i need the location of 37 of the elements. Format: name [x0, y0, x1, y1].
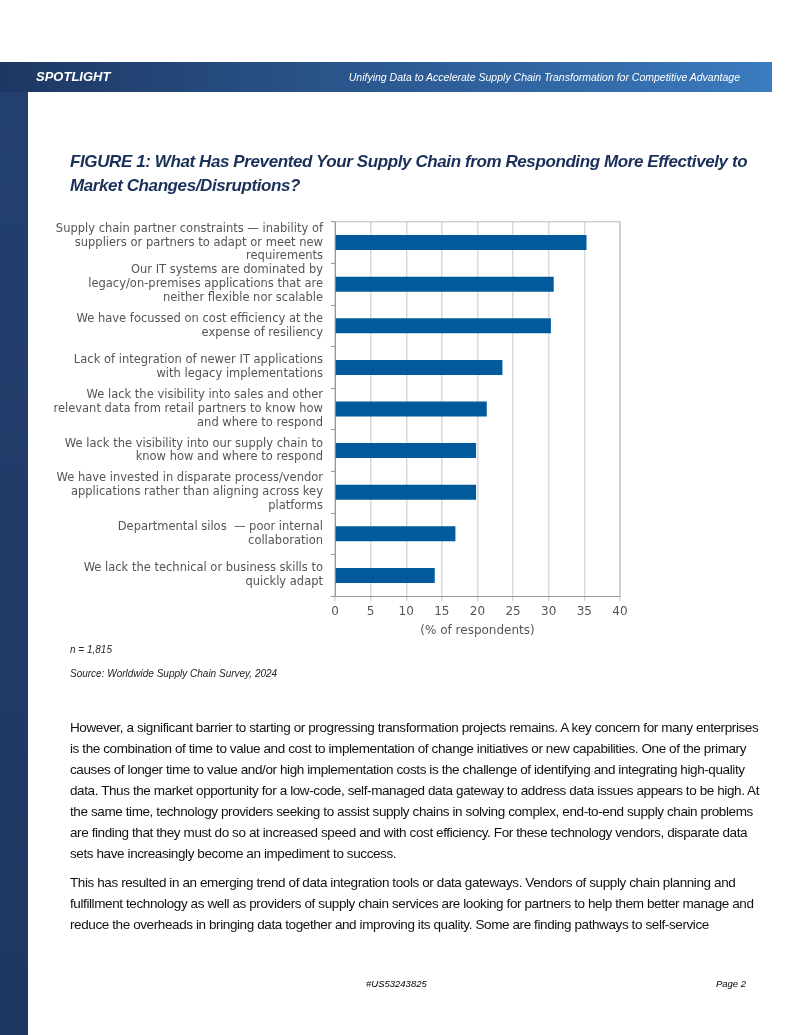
bar	[335, 359, 503, 375]
x-tick-label: 30	[541, 603, 557, 618]
y-tick-label: We have focussed on cost efficiency at the expense of resiliency	[76, 310, 324, 339]
bar	[335, 567, 435, 583]
text: Unifying Data to Accelerate Supply Chain Transformation for Competitive Advantage	[348, 71, 740, 83]
x-tick-label: 20	[469, 603, 486, 618]
source-note: Source: Worldwide Supply Chain Survey, 2024	[70, 668, 278, 679]
x-tick-label: 5	[366, 603, 375, 618]
text: SPOTLIGHT	[36, 69, 111, 84]
y-tick-label: Lack of integration of newer IT applications with legacy implementations	[73, 352, 323, 381]
y-tick-label: We have invested in disparate process/vendor applications rather than aligning across key platforms	[56, 470, 324, 512]
text: This has resulted in an emerging trend of data integration tools or data gateways. Vendors of supply chain planning and fulfillment technology as well as providers of supply chain services are looking for partners to help them better manage and reduce the overheads in bringing data together and improving its quality. Some are finding pathways to self-service	[70, 874, 755, 934]
x-tick-label: 35	[576, 603, 593, 618]
x-tick-label: 10	[398, 603, 414, 618]
y-tick-label: We lack the technical or business skills to quickly adapt	[83, 560, 324, 589]
y-tick-label: Departmental silos — poor internal collaboration	[117, 518, 323, 547]
bar	[335, 484, 477, 500]
bar	[335, 318, 551, 334]
bar	[335, 526, 456, 542]
bar	[335, 401, 487, 417]
text: #US53243825	[366, 978, 427, 989]
y-tick-label: Our IT systems are dominated by legacy/on-premises applications that are neither flexible nor scalable	[88, 262, 324, 304]
x-tick-label: 0	[331, 603, 339, 618]
text: Page 2	[715, 978, 746, 989]
x-tick-label: 15	[434, 603, 450, 618]
bar	[335, 276, 554, 292]
x-tick-label: 40	[612, 603, 628, 618]
y-tick-label: We lack the visibility into our supply chain to know how and where to respond	[64, 435, 323, 464]
x-tick-label: 25	[505, 603, 521, 618]
text: n = 1,815	[70, 644, 112, 655]
chart-title: FIGURE 1: What Has Prevented Your Supply Chain from Responding More Effectively to Market Changes/Disruptions?	[70, 151, 749, 197]
y-tick-label: We lack the visibility into sales and other relevant data from retail partners to know how and where to respond	[53, 387, 324, 429]
bar	[335, 443, 477, 459]
x-axis-title: (% of respondents)	[420, 622, 535, 637]
bar	[335, 235, 587, 251]
text: However, a significant barrier to starting or progressing transformation projects remains. A key concern for many enterprises is the combination of time to value and cost to implementation of change initiatives or new capabilities. One of the primary causes of longer time to value and/or high implementation costs is the challenge of identifying and integrating high-quality data. Thus the market opportunity for a low-code, self-managed data gateway to address data issues appears to be high. At the same time, technology providers seeking to assist supply chains in solving complex, end-to-end supply chain problems are finding that they must do so at increased speed and with cost efficiency. For these technology vendors, disparate data sets have increasingly become an impediment to success.	[70, 719, 760, 863]
y-tick-label: Supply chain partner constraints — inability of suppliers or partners to adapt or meet new requirements	[55, 220, 324, 263]
